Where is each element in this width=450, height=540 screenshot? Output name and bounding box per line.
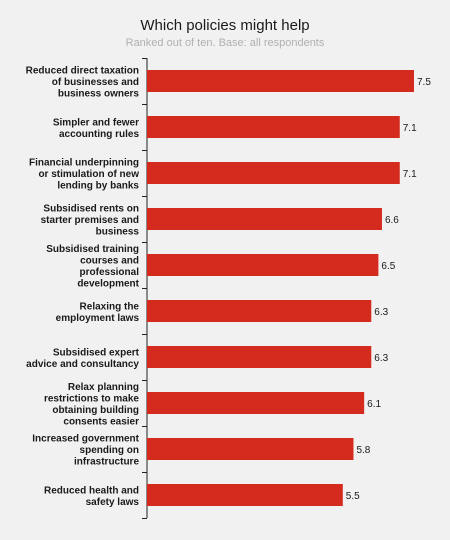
category-label: Simpler and fewer accounting rules — [53, 117, 140, 140]
value-label: 6.5 — [381, 261, 395, 272]
bar — [147, 484, 343, 506]
category-label: Relaxing the employment laws — [56, 301, 140, 324]
bar — [147, 70, 414, 92]
bar — [147, 438, 354, 460]
value-label: 7.5 — [417, 77, 431, 88]
category-label: Increased government spending on infrastru… — [32, 434, 139, 468]
value-label: 7.1 — [403, 123, 417, 134]
value-label: 7.1 — [403, 169, 417, 180]
category-label: Financial underpinning or stimulation of … — [29, 158, 139, 192]
bar — [147, 162, 400, 184]
chart-subtitle: Ranked out of ten. Base: all respondents — [125, 37, 325, 49]
value-label: 6.3 — [374, 307, 388, 318]
value-label: 6.6 — [385, 215, 399, 226]
value-label: 5.8 — [356, 445, 370, 456]
value-label: 5.5 — [346, 491, 360, 502]
category-label: Subsidised training courses and profession… — [46, 244, 139, 290]
value-label: 6.1 — [367, 399, 381, 410]
category-label: Reduced health and safety laws — [44, 485, 139, 508]
value-label: 6.3 — [374, 353, 388, 364]
category-label: Subsidised expert advice and consultancy — [26, 347, 139, 370]
bar — [147, 346, 372, 368]
category-label: Relax planning restrictions to make obtain… — [44, 382, 139, 428]
bar — [147, 300, 372, 322]
category-label: Subsidised rents on starter premises and b… — [41, 204, 140, 238]
bar — [147, 392, 365, 414]
bar — [147, 254, 379, 276]
bar — [147, 208, 382, 230]
category-label: Reduced direct taxation of businesses and… — [26, 66, 140, 100]
chart-title: Which policies might help — [140, 17, 310, 34]
bar — [147, 116, 400, 138]
